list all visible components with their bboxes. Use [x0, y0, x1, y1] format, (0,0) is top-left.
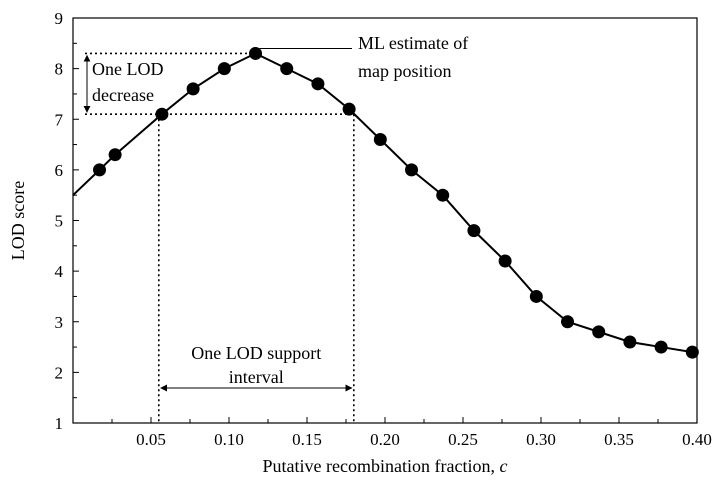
y-tick-label: 6	[55, 161, 64, 180]
x-axis-title: Putative recombination fraction, c	[263, 456, 508, 476]
lod-series-line	[72, 52, 693, 354]
y-tick-label: 2	[55, 363, 64, 382]
ml-estimate-label-line2: map position	[358, 61, 452, 81]
tick-labels: 0.05 0.10 0.15 0.20 0.25 0.30 0.35 0.40 1 2 3 4 5 6 7 8…	[55, 9, 712, 449]
ml-estimate-label-line1: ML estimate of	[358, 33, 468, 53]
data-point	[373, 133, 387, 146]
tick-marks	[73, 17, 698, 424]
data-point	[217, 62, 231, 76]
x-tick-label: 0.05	[136, 430, 166, 449]
y-tick-label: 3	[55, 313, 64, 332]
data-point	[405, 163, 419, 177]
y-tick-label: 9	[55, 9, 64, 28]
data-point	[249, 46, 263, 60]
x-tick-label: 0.15	[292, 430, 322, 449]
data-point	[529, 289, 543, 303]
lod-data-points	[93, 46, 699, 359]
y-tick-label: 8	[55, 60, 64, 79]
y-tick-label: 5	[55, 212, 64, 231]
lod-series	[72, 52, 693, 354]
data-point	[342, 102, 356, 116]
guide-lines	[85, 52, 355, 423]
data-point	[623, 335, 637, 349]
y-tick-label: 4	[55, 262, 64, 281]
x-tick-label: 0.20	[370, 430, 400, 449]
x-tick-label: 0.25	[448, 430, 478, 449]
x-tick-label: 0.40	[682, 430, 712, 449]
data-point	[186, 82, 200, 96]
data-point	[311, 77, 325, 91]
lod-decrease-label-line1: One LOD	[92, 59, 163, 79]
y-axis-title: LOD score	[8, 181, 28, 260]
data-point	[436, 188, 450, 202]
x-tick-label: 0.35	[604, 430, 634, 449]
data-point	[561, 315, 575, 329]
data-point	[654, 340, 668, 354]
support-interval-label-line2: interval	[229, 367, 284, 387]
data-point	[280, 62, 294, 76]
support-interval-label-line1: One LOD support	[191, 343, 321, 363]
data-point	[93, 163, 107, 177]
y-tick-label: 1	[55, 414, 64, 433]
x-tick-label: 0.30	[526, 430, 556, 449]
data-point	[467, 224, 481, 238]
x-axis-title-variable: c	[499, 456, 507, 476]
lod-decrease-label-line2: decrease	[92, 85, 154, 105]
x-tick-label: 0.10	[214, 430, 244, 449]
y-tick-label: 7	[55, 110, 64, 129]
data-point	[685, 345, 699, 359]
data-point	[155, 107, 169, 121]
x-axis-title-text: Putative recombination fraction,	[263, 456, 500, 476]
data-point	[498, 254, 512, 268]
annotations: ML estimate of map position One LOD decr…	[83, 33, 468, 392]
data-point	[108, 148, 122, 162]
data-point	[592, 325, 606, 339]
